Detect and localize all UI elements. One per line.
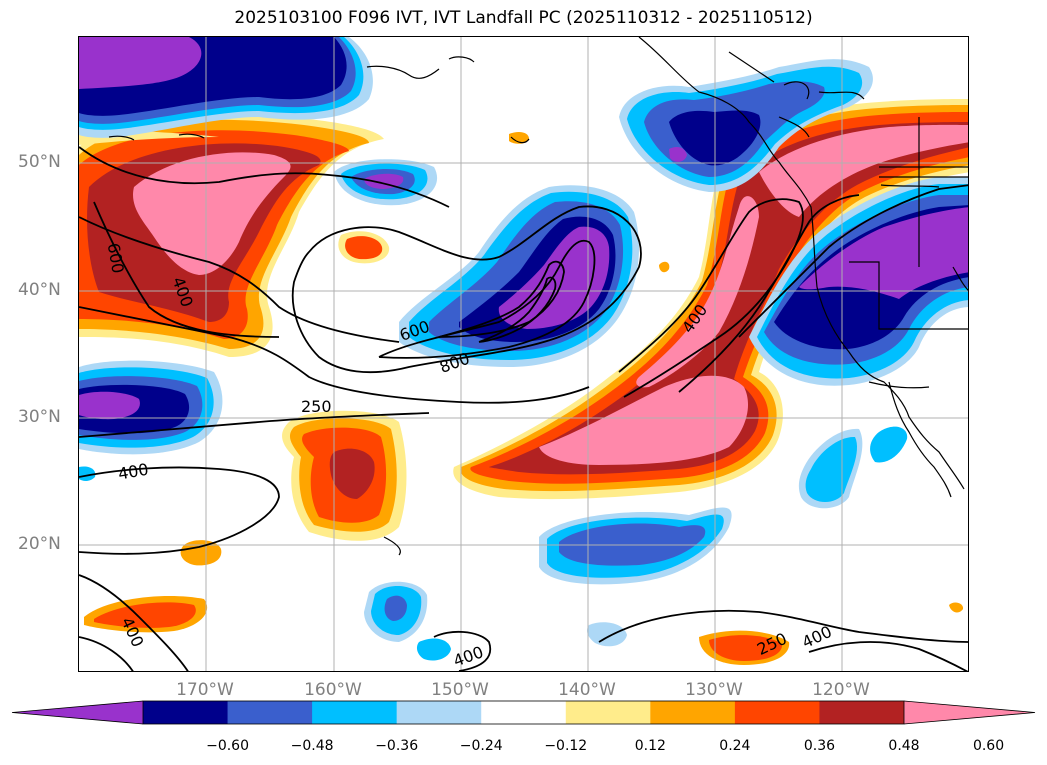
lon-label-140w: 140°W — [558, 680, 616, 700]
colorbar-segment — [734, 701, 820, 724]
lat-label-20n: 20°N — [18, 534, 61, 554]
colorbar-tick-label: −0.12 — [544, 738, 588, 754]
colorbar-tick-label: 0.36 — [803, 738, 836, 754]
negative-anomaly-center — [399, 185, 639, 367]
coastlines — [108, 37, 968, 556]
ivt-map-svg: 600 400 600 800 250 400 400 400 400 250 … — [79, 37, 968, 671]
colorbar-segment — [143, 701, 229, 724]
negative-anomaly-northwest — [79, 37, 373, 138]
lon-label-130w: 130°W — [685, 680, 743, 700]
colorbar-tick-label: −0.60 — [206, 738, 249, 754]
colorbar-tick-label: 0.60 — [972, 738, 1005, 754]
negative-anomaly-south — [364, 507, 732, 661]
contour-label-400-south: 400 — [451, 642, 486, 670]
colorbar — [11, 700, 1036, 725]
colorbar-segment — [650, 701, 736, 724]
colorbar-segment — [565, 701, 651, 724]
map-panel: 600 400 600 800 250 400 400 400 400 250 … — [78, 36, 969, 672]
map-title: 2025103100 F096 IVT, IVT Landfall PC (20… — [234, 8, 813, 28]
lat-label-50n: 50°N — [18, 152, 61, 172]
colorbar-extend-high — [904, 701, 1035, 724]
positive-anomaly-small-center — [338, 231, 390, 264]
colorbar-segment — [396, 701, 482, 724]
colorbar-tick-label: 0.12 — [634, 738, 666, 754]
contour-label-400-sw: 400 — [117, 460, 150, 484]
contour-label-250-mid: 250 — [301, 397, 332, 416]
negative-anomaly-north-small — [334, 159, 438, 206]
lon-label-160w: 160°W — [304, 680, 362, 700]
positive-anomaly-west — [79, 112, 384, 357]
lat-label-30n: 30°N — [18, 407, 61, 427]
lon-label-170w: 170°W — [176, 680, 234, 700]
colorbar-tick-label: 0.48 — [888, 738, 920, 754]
lon-label-120w: 120°W — [812, 680, 870, 700]
colorbar-tick-label: −0.48 — [290, 738, 334, 754]
colorbar-segment — [227, 701, 313, 724]
colorbar-segment — [819, 701, 905, 724]
negative-anomaly-gulf-alaska — [619, 59, 873, 193]
colorbar-extend-low — [12, 701, 143, 724]
lat-label-40n: 40°N — [18, 280, 61, 300]
gridlines — [79, 37, 968, 671]
colorbar-segment — [312, 701, 398, 724]
lon-label-150w: 150°W — [431, 680, 489, 700]
positive-anomaly-small-bits — [79, 125, 964, 665]
colorbar-tick-label: 0.24 — [719, 738, 751, 754]
colorbar-tick-label: −0.24 — [459, 738, 503, 754]
colorbar-tick-label: −0.36 — [375, 738, 419, 754]
negative-anomaly-baja — [798, 426, 908, 509]
colorbar-segment — [481, 701, 567, 724]
positive-anomaly-subtropic — [282, 410, 407, 541]
ivt-contours — [79, 146, 968, 671]
negative-anomaly-west-subtropic — [79, 360, 223, 481]
